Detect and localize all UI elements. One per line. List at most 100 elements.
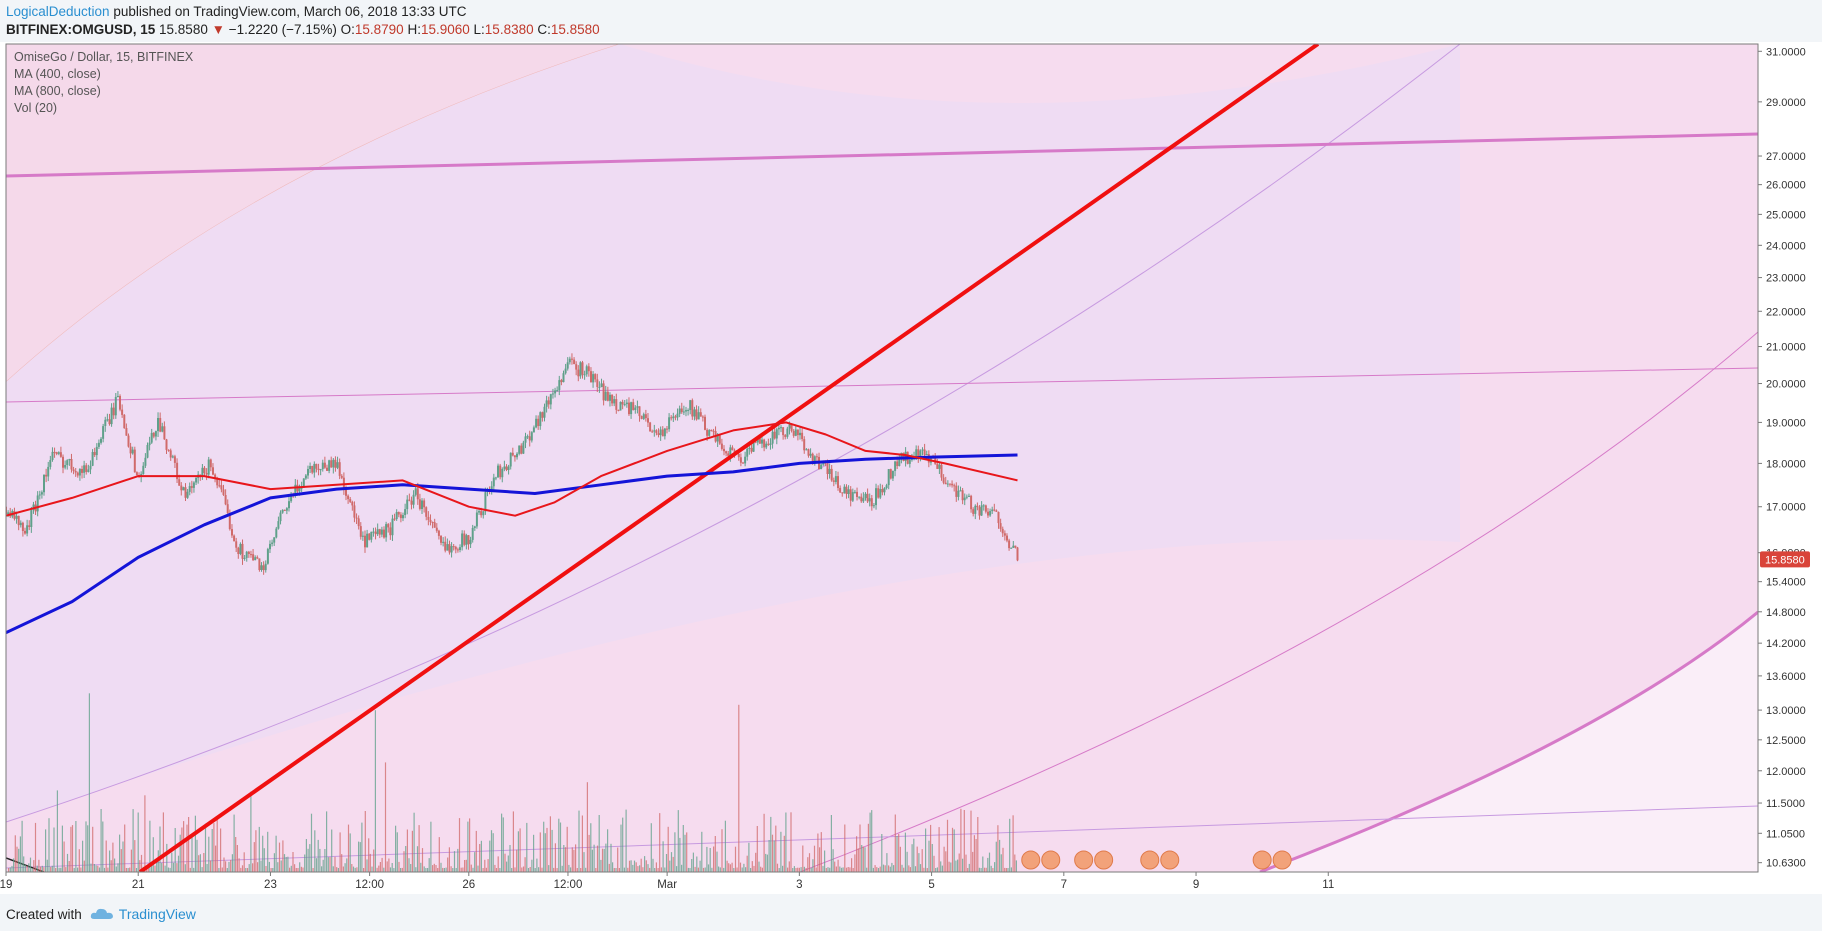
event-flag-icon[interactable] xyxy=(1140,850,1180,870)
candle xyxy=(786,426,789,439)
candle xyxy=(708,429,711,437)
volume-bar xyxy=(876,867,878,872)
volume-bar xyxy=(655,862,657,872)
volume-bar xyxy=(297,868,299,872)
volume-bar xyxy=(450,866,452,872)
event-flag-icon[interactable] xyxy=(1021,850,1061,870)
volume-bar xyxy=(662,841,664,872)
volume-bar xyxy=(260,860,262,872)
volume-bar xyxy=(872,867,874,872)
volume-bar xyxy=(741,867,743,872)
candle xyxy=(630,401,633,419)
y-axis[interactable]: 31.0000 29.0000 27.0000 26.0000 25.0000 24.00… xyxy=(1757,44,1806,872)
candle xyxy=(218,479,221,488)
candle xyxy=(239,542,242,556)
candle xyxy=(311,465,314,475)
volume-bar xyxy=(201,867,203,872)
volume-bar xyxy=(152,837,154,872)
volume-bar xyxy=(544,833,546,872)
candle xyxy=(315,463,318,473)
candle xyxy=(638,406,641,422)
volume-bar xyxy=(564,847,567,872)
tradingview-link[interactable]: TradingView xyxy=(90,906,196,922)
volume-bar xyxy=(672,856,674,872)
candle xyxy=(982,504,985,511)
volume-bar xyxy=(898,833,900,872)
volume-bar xyxy=(896,836,898,872)
volume-bar xyxy=(1014,854,1016,872)
candle xyxy=(974,504,977,520)
plot-area[interactable] xyxy=(5,44,1758,878)
candle xyxy=(127,433,130,448)
candle xyxy=(399,512,402,523)
volume-bar xyxy=(307,848,309,872)
candle xyxy=(853,489,856,494)
volume-bar xyxy=(903,867,905,872)
candle xyxy=(830,465,833,482)
volume-bar xyxy=(26,865,28,872)
volume-bar xyxy=(889,866,891,872)
candle xyxy=(1014,545,1017,549)
volume-bar xyxy=(432,865,434,872)
volume-bar xyxy=(595,868,597,872)
candle xyxy=(668,413,671,432)
cloud-logo-icon xyxy=(90,908,113,919)
x-axis[interactable]: 19 21 23 12:00 26 12:00 Mar 3 5 7 9 11 xyxy=(0,871,1758,891)
price-chart[interactable]: 31.0000 29.0000 27.0000 26.0000 25.0000 24.00… xyxy=(0,42,1822,894)
volume-bar xyxy=(943,846,945,872)
event-flag-icon[interactable] xyxy=(1074,850,1114,870)
volume-bar xyxy=(457,848,459,872)
candle xyxy=(205,468,208,481)
volume-bar xyxy=(815,867,817,872)
candle xyxy=(771,428,774,449)
volume-bar xyxy=(225,861,227,872)
volume-bar xyxy=(342,866,344,872)
volume-bar xyxy=(617,847,619,872)
volume-bar xyxy=(909,867,911,872)
candle xyxy=(169,448,172,461)
volume-bar xyxy=(151,863,153,872)
candle xyxy=(167,449,170,452)
candle xyxy=(731,445,734,451)
y-tick-label: 15.4000 xyxy=(1766,577,1806,589)
volume-bar xyxy=(1007,868,1009,872)
y-tick-label: 24.0000 xyxy=(1766,240,1806,252)
price-badge-bg xyxy=(1760,551,1810,568)
candle xyxy=(323,456,326,469)
volume-bar xyxy=(304,854,306,872)
volume-bar xyxy=(578,810,580,872)
candle xyxy=(951,480,954,488)
volume-bar xyxy=(687,867,689,872)
volume-bar xyxy=(359,842,361,872)
volume-bar xyxy=(633,860,636,872)
volume-bar xyxy=(923,867,925,872)
volume-bar xyxy=(489,840,491,872)
volume-bar xyxy=(970,810,972,872)
candle xyxy=(154,430,157,441)
candle xyxy=(758,437,761,444)
volume-bar xyxy=(243,852,245,872)
candle xyxy=(97,439,100,449)
candle xyxy=(568,356,571,365)
volume-bar xyxy=(766,854,768,872)
candle xyxy=(188,482,191,496)
volume-bar xyxy=(371,866,373,872)
event-flag-icon[interactable] xyxy=(1252,850,1292,870)
candle xyxy=(887,469,890,490)
volume-bar xyxy=(416,846,419,872)
volume-bar xyxy=(77,867,79,872)
candle xyxy=(522,440,525,454)
candle xyxy=(632,398,635,411)
volume-bar xyxy=(363,868,365,872)
candle xyxy=(961,488,964,505)
candle xyxy=(465,533,468,550)
candle xyxy=(1003,530,1006,541)
candle xyxy=(421,498,423,514)
volume-bar xyxy=(852,868,854,872)
volume-bar xyxy=(625,809,627,872)
volume-bar xyxy=(718,866,720,872)
author-link[interactable]: LogicalDeduction xyxy=(6,4,110,19)
volume-bar xyxy=(802,845,804,872)
x-tick-label: Mar xyxy=(657,879,677,891)
volume-bar xyxy=(484,859,486,872)
